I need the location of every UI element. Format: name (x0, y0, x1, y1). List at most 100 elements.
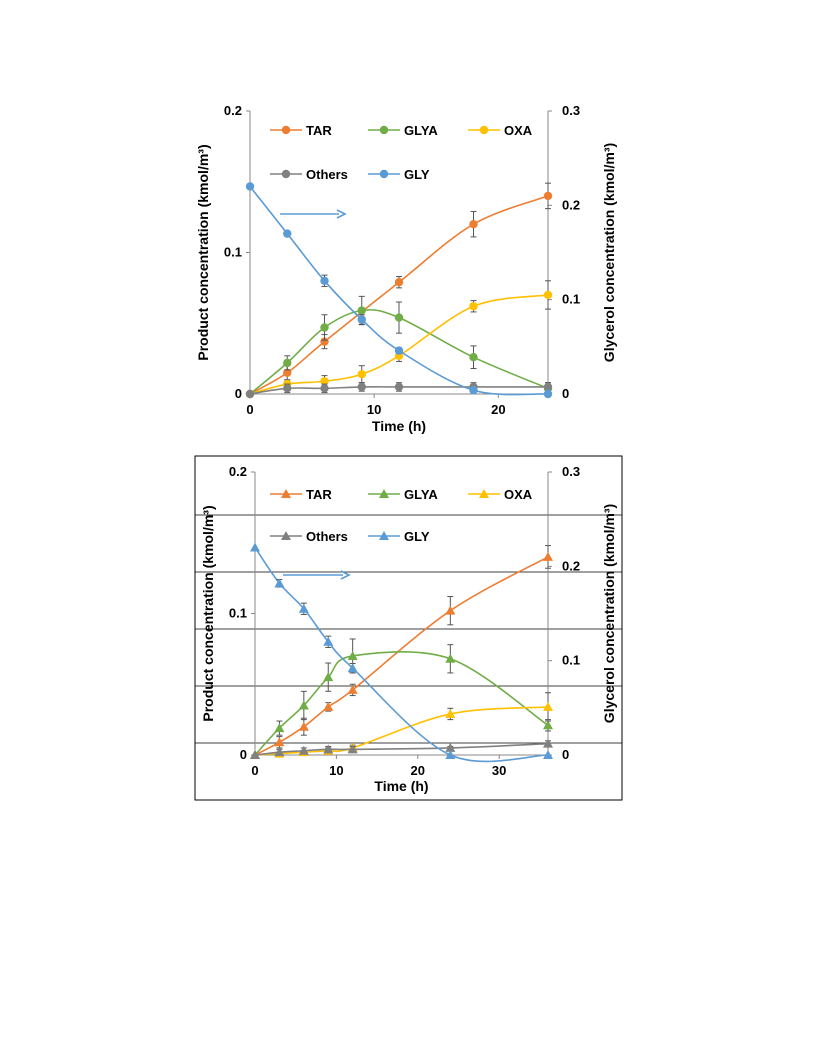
data-point (283, 368, 292, 377)
data-point (245, 389, 255, 399)
series-line (254, 742, 549, 756)
legend-label: OXA (504, 487, 533, 502)
x-tick-label: 0 (251, 763, 258, 778)
y2-axis-label: Glycerol concentration (kmol/m³) (601, 504, 617, 723)
legend-marker (281, 531, 291, 540)
series-gly (245, 182, 553, 399)
data-point (543, 290, 553, 300)
arrow-right-icon (280, 209, 347, 219)
chart-frame (194, 455, 623, 801)
data-point (320, 323, 329, 332)
y-tick-label: 0 (235, 386, 242, 401)
series-line (254, 556, 549, 756)
data-point (445, 750, 456, 759)
data-point (283, 358, 292, 368)
data-point (274, 723, 285, 733)
data-point (543, 701, 553, 711)
x-tick-label: 0 (246, 402, 253, 417)
data-point (274, 578, 285, 588)
legend-marker (479, 125, 489, 135)
x-tick-label: 20 (411, 763, 425, 778)
legend-marker (479, 489, 489, 498)
data-point (298, 721, 309, 731)
data-point (394, 278, 404, 287)
legend-marker (281, 489, 291, 498)
data-point (283, 229, 292, 238)
data-point (347, 663, 358, 673)
data-point (320, 384, 329, 393)
data-point (323, 744, 334, 754)
series-others (250, 738, 553, 759)
x-axis-label: Time (h) (372, 418, 426, 434)
x-axis-label: Time (h) (374, 778, 428, 794)
data-point (274, 737, 285, 747)
data-point (347, 650, 358, 660)
legend-marker (379, 125, 389, 135)
data-point (357, 315, 366, 324)
data-point (543, 750, 553, 759)
data-point (298, 745, 309, 755)
data-point (298, 603, 309, 613)
y-axis-label: Product concentration (kmol/m³) (200, 505, 216, 721)
series-glya (250, 638, 553, 759)
data-point (543, 389, 553, 399)
legend-label: Others (306, 529, 348, 544)
y2-tick-label: 0.3 (562, 103, 580, 118)
data-point (469, 353, 478, 362)
data-point (357, 369, 366, 379)
data-point (394, 346, 404, 355)
y2-tick-label: 0.1 (562, 653, 580, 668)
data-point (469, 220, 478, 229)
y-tick-label: 0.2 (229, 464, 247, 479)
series-others (245, 382, 553, 399)
data-point (323, 672, 334, 682)
legend-label: OXA (504, 123, 533, 138)
y2-tick-label: 0.2 (562, 197, 580, 212)
data-point (445, 653, 456, 663)
legend-label: GLY (404, 529, 430, 544)
data-point (394, 382, 404, 392)
legend-label: GLYA (404, 123, 438, 138)
legend-label: Others (306, 167, 348, 182)
data-point (469, 386, 478, 395)
arrow-right-icon (283, 570, 351, 580)
data-point (445, 605, 456, 615)
legend-marker (379, 169, 389, 179)
legend-marker (281, 125, 291, 135)
legend-marker (379, 531, 389, 540)
data-point (543, 382, 553, 392)
data-point (250, 542, 260, 552)
y2-axis-label: Glycerol concentration (kmol/m³) (601, 143, 617, 362)
data-point (394, 313, 404, 322)
data-point (298, 700, 309, 710)
series-line (254, 651, 549, 756)
y2-tick-label: 0.2 (562, 558, 580, 573)
data-point (445, 742, 456, 752)
legend-label: GLYA (404, 487, 438, 502)
y2-tick-label: 0.3 (562, 464, 580, 479)
legend-marker (281, 169, 291, 179)
arrow-head (340, 570, 351, 580)
data-point (357, 382, 366, 392)
data-point (320, 377, 329, 386)
chart-1: 0 10 20 0 0.1 0.2 0 0.1 0.2 0.3 Time (h) Product co… (195, 103, 617, 434)
arrow-head (336, 209, 347, 219)
series-line (249, 185, 549, 396)
legend-label: TAR (306, 123, 332, 138)
data-point (543, 191, 553, 201)
data-point (347, 744, 358, 754)
data-point (245, 182, 255, 191)
data-point (250, 750, 260, 759)
series-tar (250, 545, 553, 759)
x-tick-label: 10 (367, 402, 381, 417)
data-point (323, 701, 334, 711)
y2-tick-label: 0 (562, 747, 569, 762)
y2-tick-label: 0.1 (562, 292, 580, 307)
data-point (543, 720, 553, 730)
legend-label: GLY (404, 167, 430, 182)
data-point (320, 276, 329, 285)
series-oxa (245, 280, 553, 399)
data-point (445, 708, 456, 718)
legend-marker (379, 489, 389, 498)
